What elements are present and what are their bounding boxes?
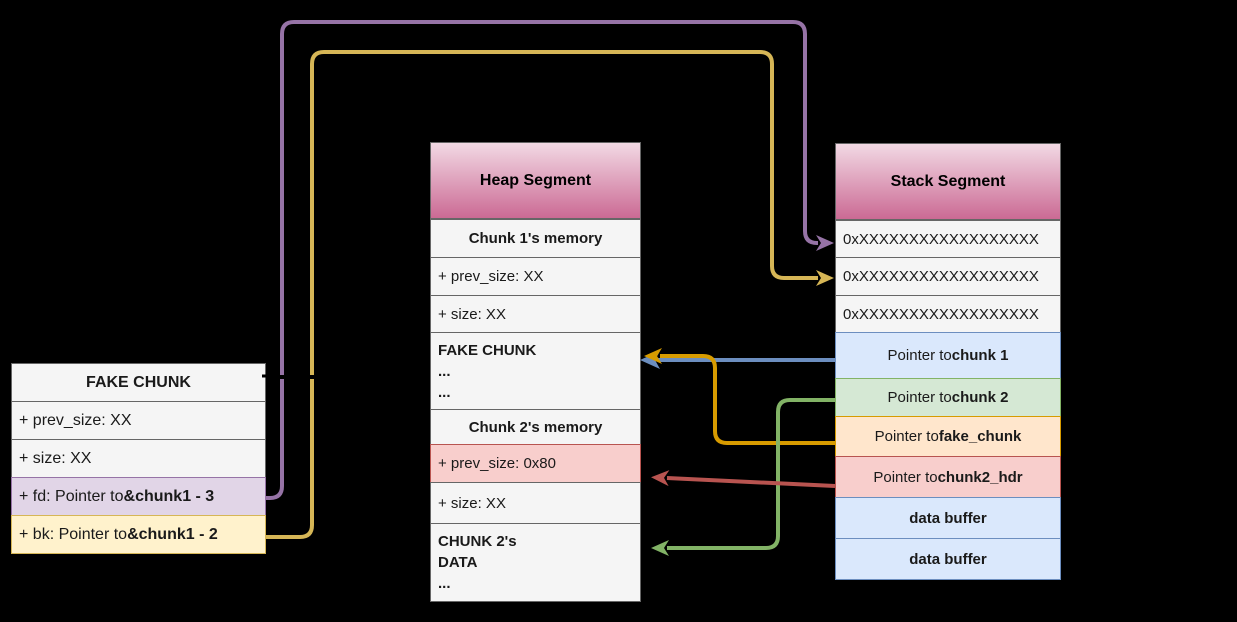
fake-row-bk: + bk: Pointer to &chunk1 - 2 — [11, 515, 266, 554]
stack-segment-header: Stack Segment — [835, 143, 1061, 220]
arrow-pointer-fake-chunk-to-fake-chunk — [644, 348, 835, 445]
heap-row-fake-chunk: FAKE CHUNK ... ... — [430, 332, 641, 410]
heap-row-chunk1-size: + size: XX — [430, 295, 641, 333]
fake-chunk-table: FAKE CHUNK + prev_size: XX + size: XX + … — [11, 363, 266, 554]
heap-segment-table: Heap Segment Chunk 1's memory + prev_siz… — [430, 142, 641, 602]
fake-chunk-table-title: FAKE CHUNK — [11, 363, 266, 402]
stack-segment-table: Stack Segment 0xXXXXXXXXXXXXXXXXXX 0xXXX… — [835, 143, 1061, 580]
heap-row-chunk1-memory: Chunk 1's memory — [430, 219, 641, 258]
fake-row-size: + size: XX — [11, 439, 266, 478]
heap-row-chunk1-prev-size: + prev_size: XX — [430, 257, 641, 296]
heap-segment-header: Heap Segment — [430, 142, 641, 219]
fake-row-fd: + fd: Pointer to &chunk1 - 3 — [11, 477, 266, 516]
stack-row-data-buffer-2: data buffer — [835, 538, 1061, 580]
stack-row-addr-2: 0xXXXXXXXXXXXXXXXXXX — [835, 257, 1061, 296]
stack-row-pointer-fake-chunk: Pointer to fake_chunk — [835, 416, 1061, 457]
stack-row-addr-1: 0xXXXXXXXXXXXXXXXXXX — [835, 220, 1061, 258]
stack-row-pointer-chunk2-hdr: Pointer to chunk2_hdr — [835, 456, 1061, 498]
stack-row-addr-3: 0xXXXXXXXXXXXXXXXXXX — [835, 295, 1061, 333]
heap-row-chunk2-memory: Chunk 2's memory — [430, 409, 641, 445]
stack-row-data-buffer-1: data buffer — [835, 497, 1061, 539]
arrow-pointer-chunk2-hdr-to-prev-size — [651, 470, 836, 488]
heap-row-chunk2-size: + size: XX — [430, 482, 641, 524]
fake-row-prev-size: + prev_size: XX — [11, 401, 266, 440]
heap-row-chunk2-prev-size: + prev_size: 0x80 — [430, 444, 641, 483]
stack-row-pointer-chunk1: Pointer to chunk 1 — [835, 332, 1061, 379]
heap-row-chunk2-data: CHUNK 2's DATA ... — [430, 523, 641, 602]
arrow-pointer-chunk2-to-chunk2-data — [651, 398, 835, 556]
stack-row-pointer-chunk2: Pointer to chunk 2 — [835, 378, 1061, 417]
